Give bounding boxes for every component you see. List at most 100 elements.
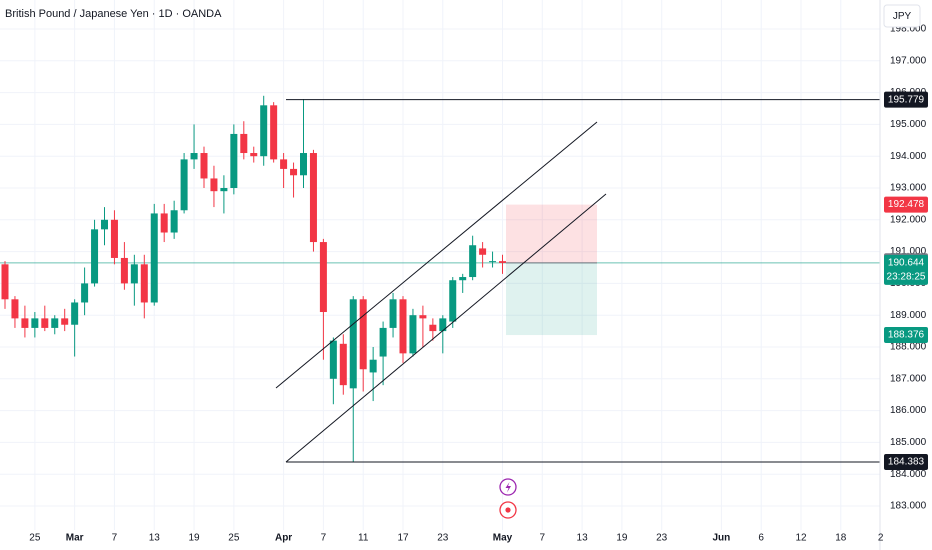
candle-body [180, 159, 188, 211]
candle-body [359, 299, 367, 370]
price-label: 195.779 [888, 94, 925, 105]
grid [0, 0, 882, 530]
candle-body [230, 133, 238, 188]
y-tick-label: 191.000 [890, 246, 927, 257]
candle-body [409, 315, 417, 354]
y-tick-label: 188.000 [890, 342, 927, 353]
candle-body [290, 168, 298, 176]
currency-button[interactable] [883, 4, 921, 28]
y-tick-label: 186.000 [890, 405, 927, 416]
candle-body [300, 153, 307, 176]
candle-body [1, 264, 9, 300]
candle-body [319, 242, 327, 313]
x-tick-label: 18 [835, 533, 847, 544]
x-tick-label: 25 [29, 533, 41, 544]
price-label-box [884, 327, 928, 344]
candle-body [349, 299, 357, 389]
y-tick-label: 185.000 [890, 437, 927, 448]
x-tick-label: May [493, 533, 513, 544]
candle-body [499, 261, 506, 263]
y-tick-label: 194.000 [890, 151, 927, 162]
candle-body [270, 105, 278, 160]
candle-body [220, 187, 228, 192]
position-zones [506, 204, 597, 336]
candle-body [449, 280, 457, 322]
x-tick-label: 17 [397, 533, 409, 544]
y-tick-label: 192.000 [890, 214, 927, 225]
candle-body [329, 340, 337, 379]
channel-lower [285, 193, 607, 463]
price-label-box [884, 454, 928, 471]
x-tick-label: 7 [321, 533, 327, 544]
channel-upper [275, 121, 598, 389]
x-tick-label: 19 [188, 533, 200, 544]
candle-body [200, 153, 208, 179]
currency: JPY [893, 11, 912, 22]
candle-body [41, 318, 49, 328]
candle-body [250, 153, 258, 157]
candle-body [61, 318, 69, 325]
time-axis [0, 530, 880, 550]
candle-body [280, 159, 288, 169]
candle-body [150, 213, 158, 303]
event-icons [499, 478, 517, 519]
x-tick-label: 13 [577, 533, 589, 544]
price-label: 192.478 [888, 199, 925, 210]
candle-body [190, 153, 198, 160]
candle-body [91, 229, 99, 284]
price-label: 188.376 [888, 330, 925, 341]
candle-body [339, 343, 347, 386]
x-tick-label: 23 [656, 533, 668, 544]
candle-body [489, 261, 497, 263]
candle-body [101, 219, 108, 230]
candle-body [429, 324, 437, 332]
x-tick-label: 6 [758, 533, 764, 544]
target-zone [506, 262, 597, 336]
x-tick-label: 19 [616, 533, 628, 544]
candle-body [469, 245, 477, 278]
y-tick-label: 193.000 [890, 183, 927, 194]
price-label: 190.644 [888, 258, 925, 269]
candle-body [170, 210, 178, 233]
candle-body [439, 318, 447, 332]
candle-body [51, 318, 59, 328]
candle-body [11, 299, 19, 319]
price-label-box [884, 196, 928, 213]
candle-body [240, 133, 248, 154]
candle-body [379, 327, 387, 357]
x-tick-label: Mar [66, 533, 84, 544]
drawings [275, 99, 880, 463]
y-tick-label: 187.000 [890, 373, 927, 384]
countdown: 23:28:25 [887, 272, 926, 283]
price-label-box [884, 91, 928, 108]
candle-body [110, 219, 118, 258]
candle-body [479, 248, 487, 255]
y-tick-label: 189.000 [890, 310, 927, 321]
candle-body [260, 105, 268, 157]
price-label-box [884, 254, 928, 285]
candles [1, 95, 506, 463]
candle-body [309, 153, 317, 243]
x-tick-label: 7 [112, 533, 118, 544]
lightning [505, 482, 511, 493]
y-tick-label: 184.000 [890, 469, 927, 480]
candle-body [389, 299, 397, 328]
candle-body [399, 299, 407, 354]
x-tick-label: 23 [437, 533, 449, 544]
candle-body [140, 264, 148, 303]
x-tick-label: Apr [275, 533, 292, 544]
candle-body [419, 315, 427, 319]
y-tick-label: 198.000 [890, 24, 927, 35]
candle-body [31, 318, 39, 328]
x-tick-label: 25 [228, 533, 240, 544]
candle-body [369, 359, 377, 373]
candle-body [160, 213, 168, 233]
price-label: 184.383 [888, 457, 925, 468]
candle-body [459, 277, 467, 281]
y-tick-label: 183.000 [890, 501, 927, 512]
x-tick-label: 2 [878, 533, 884, 544]
x-tick-label: 7 [540, 533, 546, 544]
candle-body [130, 264, 138, 284]
